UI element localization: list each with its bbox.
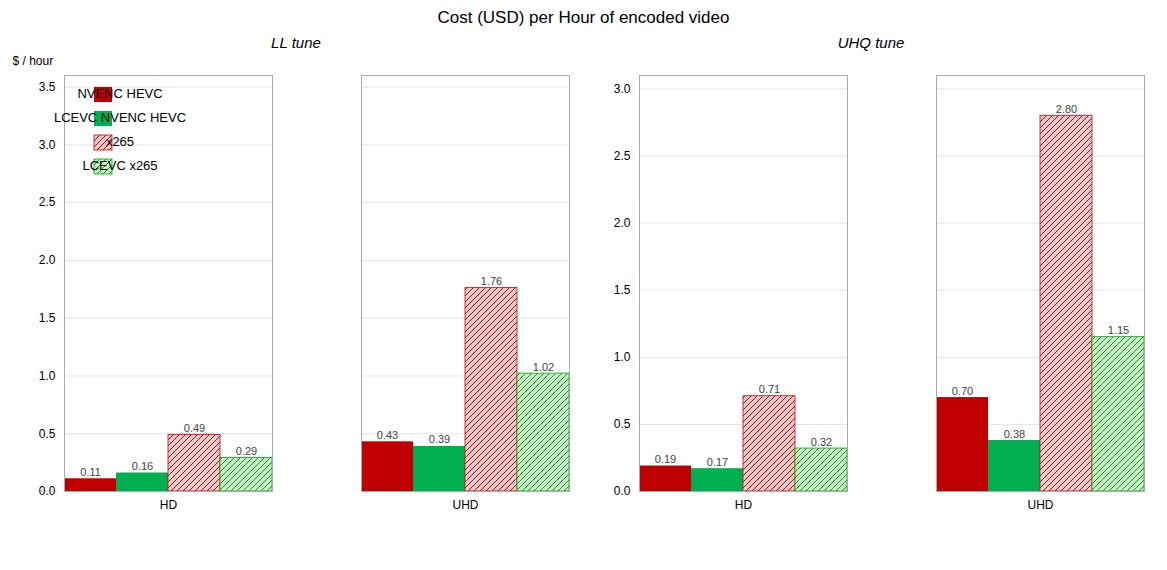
svg-text:3.0: 3.0 (38, 138, 55, 152)
svg-text:2.0: 2.0 (38, 253, 55, 267)
svg-text:0.70: 0.70 (951, 385, 972, 397)
svg-text:0.5: 0.5 (38, 427, 55, 441)
svg-text:HD: HD (159, 498, 177, 512)
svg-text:0.39: 0.39 (428, 433, 449, 445)
svg-text:3.5: 3.5 (38, 80, 55, 94)
svg-text:x265: x265 (105, 134, 133, 149)
svg-text:1.15: 1.15 (1107, 324, 1128, 336)
svg-text:1.0: 1.0 (38, 369, 55, 383)
html-text:Cost (USD) per Hour of encoded: Cost (USD) per Hour of encoded video (437, 8, 730, 27)
svg-text:HD: HD (734, 498, 752, 512)
svg-text:NVENC HEVC: NVENC HEVC (77, 86, 162, 101)
svg-text:$ / hour: $ / hour (12, 54, 53, 68)
svg-text:0.43: 0.43 (376, 429, 397, 441)
svg-text:0.49: 0.49 (183, 422, 204, 434)
svg-text:1.5: 1.5 (613, 283, 630, 297)
svg-text:0.29: 0.29 (235, 445, 256, 457)
svg-text:0.19: 0.19 (654, 453, 675, 465)
html-text:LL tune: LL tune (271, 34, 321, 51)
svg-text:0.17: 0.17 (706, 456, 727, 468)
svg-text:LCEVC NVENC HEVC: LCEVC NVENC HEVC (53, 110, 185, 125)
svg-text:2.80: 2.80 (1055, 103, 1076, 115)
svg-text:1.5: 1.5 (38, 311, 55, 325)
svg-text:0.0: 0.0 (38, 484, 55, 498)
svg-text:0.16: 0.16 (131, 460, 152, 472)
svg-text:0.71: 0.71 (758, 383, 779, 395)
svg-text:3.0: 3.0 (613, 82, 630, 96)
svg-text:2.5: 2.5 (38, 195, 55, 209)
svg-text:LCEVC x265: LCEVC x265 (82, 158, 157, 173)
svg-text:1.76: 1.76 (480, 275, 501, 287)
svg-text:0.11: 0.11 (80, 466, 101, 478)
html-text:UHQ tune: UHQ tune (837, 34, 905, 51)
svg-text:0.32: 0.32 (810, 436, 831, 448)
svg-text:0.0: 0.0 (613, 484, 630, 498)
svg-text:1.0: 1.0 (613, 350, 630, 364)
svg-text:2.0: 2.0 (613, 216, 630, 230)
svg-text:0.5: 0.5 (613, 417, 630, 431)
svg-text:0.38: 0.38 (1003, 428, 1024, 440)
svg-text:UHD: UHD (452, 498, 478, 512)
svg-text:UHD: UHD (1027, 498, 1053, 512)
svg-text:1.02: 1.02 (532, 361, 553, 373)
svg-text:2.5: 2.5 (613, 149, 630, 163)
